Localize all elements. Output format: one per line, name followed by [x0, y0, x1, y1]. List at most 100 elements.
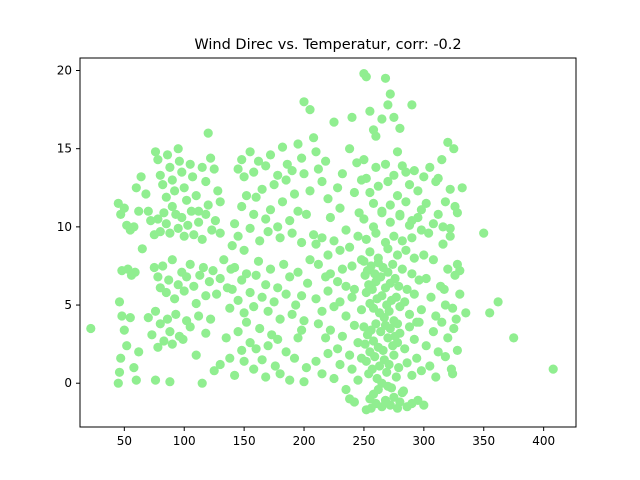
data-point [159, 208, 169, 218]
data-point [225, 353, 235, 363]
data-point [455, 289, 465, 299]
data-point [206, 153, 216, 163]
data-point [382, 367, 392, 377]
data-point [433, 173, 443, 183]
y-tick-label: 15 [57, 142, 72, 156]
data-point [400, 297, 410, 307]
data-point [147, 330, 157, 340]
data-point [452, 345, 462, 355]
data-point [197, 234, 207, 244]
data-point [428, 219, 438, 229]
data-point [209, 366, 219, 376]
data-point [143, 206, 153, 216]
data-point [426, 292, 436, 302]
data-point [161, 219, 171, 229]
data-point [186, 206, 196, 216]
x-tick-label: 50 [117, 434, 132, 448]
data-point [548, 364, 558, 374]
data-point [293, 333, 303, 343]
data-point [373, 384, 383, 395]
data-point [404, 180, 415, 190]
data-point [197, 378, 207, 388]
data-point [402, 284, 412, 294]
data-point [392, 250, 403, 260]
data-point [325, 325, 335, 335]
y-tick-label: 5 [64, 298, 72, 312]
data-point [384, 306, 394, 316]
chart-title: Wind Direc vs. Temperatur, corr: -0.2 [194, 37, 461, 53]
data-point [206, 314, 216, 324]
data-point [285, 375, 295, 385]
data-point [439, 284, 449, 294]
data-point [493, 297, 503, 307]
data-point [401, 245, 411, 255]
data-point [261, 280, 271, 290]
data-point [323, 250, 333, 260]
data-point [158, 180, 168, 190]
data-point [297, 153, 307, 163]
data-point [297, 291, 307, 301]
data-point [337, 331, 347, 341]
data-point [289, 353, 300, 363]
data-point [263, 306, 273, 316]
data-point [416, 225, 426, 235]
data-point [309, 230, 319, 240]
data-point [451, 314, 461, 324]
data-point [116, 353, 126, 363]
data-point [397, 161, 407, 171]
data-point [407, 370, 417, 380]
data-point [261, 161, 271, 171]
data-point [414, 317, 424, 327]
data-point [311, 294, 321, 304]
data-point [191, 350, 201, 360]
data-point [275, 369, 285, 379]
data-point [293, 139, 303, 149]
data-point [162, 150, 173, 160]
data-point [185, 259, 195, 269]
x-tick-label: 150 [233, 434, 256, 448]
data-point [438, 239, 448, 249]
y-tick-label: 20 [57, 64, 72, 78]
data-point [150, 147, 161, 157]
data-point [445, 223, 455, 233]
data-point [188, 172, 198, 182]
data-point [317, 233, 327, 243]
data-point [279, 259, 289, 269]
data-point [424, 228, 434, 238]
data-point [201, 209, 211, 219]
data-point [299, 316, 309, 326]
data-point [416, 205, 426, 215]
data-point [269, 180, 279, 190]
data-point [221, 333, 231, 343]
data-point [299, 169, 309, 179]
data-point [137, 244, 147, 254]
data-point [431, 311, 441, 321]
data-point [191, 191, 201, 201]
data-point [347, 292, 357, 302]
data-point [449, 323, 459, 334]
data-point [171, 309, 181, 319]
data-point [383, 267, 393, 277]
data-point [335, 245, 345, 255]
data-point [431, 372, 441, 382]
data-point [281, 289, 291, 299]
data-point [251, 192, 261, 202]
data-point [195, 270, 205, 280]
data-point [407, 100, 417, 110]
data-point [402, 358, 412, 368]
data-point [385, 400, 395, 410]
data-point [425, 162, 435, 172]
data-point [167, 175, 177, 185]
data-point [301, 363, 311, 373]
data-point [129, 222, 139, 232]
data-point [291, 300, 301, 310]
x-tick-label: 100 [173, 434, 196, 448]
data-point [305, 255, 315, 265]
data-point [230, 219, 240, 229]
data-point [345, 144, 355, 154]
data-point [323, 348, 333, 359]
data-point [421, 198, 431, 208]
data-point [353, 338, 363, 348]
x-axis: 50 100 150 200 250 300 350 400 [117, 427, 555, 448]
